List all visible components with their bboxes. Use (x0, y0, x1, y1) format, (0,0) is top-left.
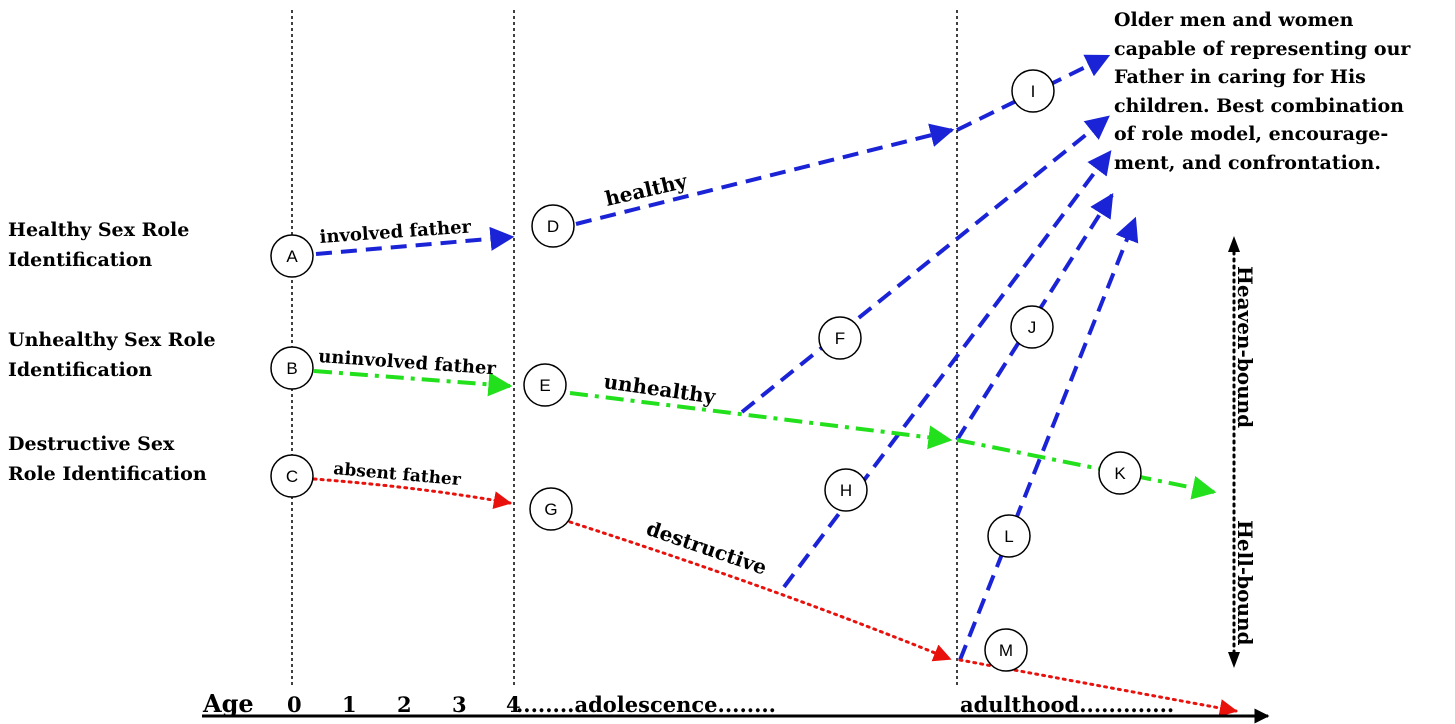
label-uninvolved-father: uninvolved father (318, 346, 497, 379)
node-circle (987, 514, 1031, 558)
node-label: E (539, 376, 550, 395)
outcome-line: capable of representing our (1114, 37, 1411, 60)
node-label: H (840, 481, 852, 500)
destructive-row-label-line1: Destructive Sex (8, 433, 175, 455)
label-healthy: healthy (603, 168, 691, 210)
hell-bound-label: Hell-bound (1233, 520, 1257, 646)
age-tick-4: 4 (506, 692, 521, 717)
node-circle (270, 454, 314, 498)
node-circle (529, 487, 573, 531)
node-l: L (987, 514, 1031, 558)
node-k: K (1098, 451, 1142, 495)
node-circle (270, 234, 314, 278)
age-tick-0: 0 (287, 692, 302, 717)
node-label: L (1004, 527, 1013, 546)
node-circle (1011, 69, 1055, 113)
outcome-line: children. Best combination (1114, 94, 1404, 117)
age-tick-1: 1 (342, 692, 357, 717)
healthy-row-label-line2: Identification (8, 249, 153, 271)
node-circle (270, 346, 314, 390)
node-i: I (1011, 69, 1055, 113)
hell-arrowhead (1228, 652, 1240, 668)
node-label: F (835, 329, 845, 348)
node-f: F (818, 316, 862, 360)
node-label: M (999, 641, 1013, 660)
node-label: A (286, 247, 298, 266)
node-circle (1098, 451, 1142, 495)
unhealthy-row-label-line1: Unhealthy Sex Role (8, 329, 216, 351)
node-layer: A B C D E F G H I J K L M (270, 69, 1142, 672)
healthy-row-label: Healthy Sex Role Identification (8, 215, 189, 275)
outcome-line: Older men and women (1114, 9, 1354, 31)
destructive-path (312, 477, 1238, 717)
node-label: G (544, 500, 557, 519)
heaven-arrowhead (1228, 236, 1240, 252)
unhealthy-row-label-line2: Identification (8, 359, 153, 381)
node-m: M (984, 628, 1028, 672)
node-j: J (1010, 305, 1054, 349)
node-d: D (531, 204, 575, 248)
node-label: D (547, 217, 559, 236)
node-label: K (1114, 464, 1126, 483)
adulthood-label: adulthood............. (960, 692, 1174, 717)
age-tick-3: 3 (452, 692, 467, 717)
outcome-line: ment, and confrontation. (1114, 151, 1381, 174)
node-b: B (270, 346, 314, 390)
destructive-row-label-line2: Role Identification (8, 463, 207, 485)
node-label: B (286, 359, 297, 378)
node-circle (523, 363, 567, 407)
heaven-bound-label: Heaven-bound (1233, 266, 1257, 428)
outcome-description: Older men and women capable of represent… (1114, 6, 1454, 177)
age-axis-title: Age (202, 689, 254, 718)
node-e: E (523, 363, 567, 407)
unhealthy-row-label: Unhealthy Sex Role Identification (8, 325, 216, 385)
label-unhealthy: unhealthy (602, 369, 718, 409)
outcome-line: Father in caring for His (1114, 66, 1366, 88)
unhealthy-path (313, 369, 1217, 500)
destructive-row-label: Destructive Sex Role Identification (8, 429, 207, 489)
healthy-row-label-line1: Healthy Sex Role (8, 219, 190, 241)
node-h: H (824, 468, 868, 512)
node-circle (984, 628, 1028, 672)
node-c: C (270, 454, 314, 498)
label-destructive: destructive (643, 516, 770, 580)
node-circle (531, 204, 575, 248)
node-a: A (270, 234, 314, 278)
node-circle (824, 468, 868, 512)
age-tick-2: 2 (397, 692, 412, 717)
node-circle (818, 316, 862, 360)
outcome-line: of role model, encourage- (1114, 123, 1389, 145)
node-circle (1010, 305, 1054, 349)
node-label: C (286, 467, 298, 486)
healthy-path (315, 54, 1139, 661)
node-label: I (1031, 82, 1036, 101)
node-g: G (529, 487, 573, 531)
node-label: J (1028, 318, 1037, 337)
adolescence-label: ........adolescence........ (516, 692, 776, 717)
